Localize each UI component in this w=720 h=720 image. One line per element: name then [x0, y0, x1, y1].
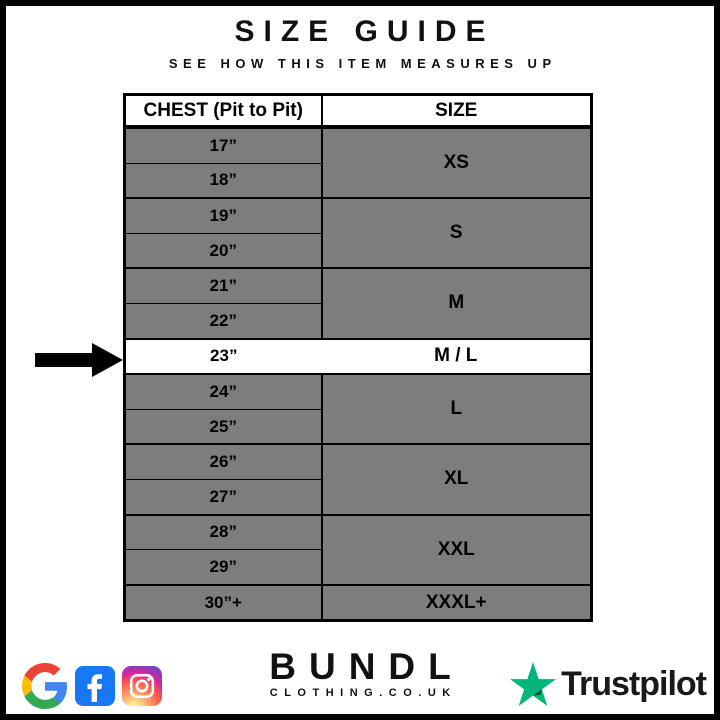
table-row: 28” XXL [123, 513, 593, 585]
table-row: 27” [123, 479, 592, 515]
size-table: CHEST (Pit to Pit) SIZE 17” XS 18” 19” S 20” 2… [123, 93, 593, 623]
size-label-cell: XS [320, 125, 593, 199]
chest-measurement-cell: 17” [123, 125, 323, 164]
table-row: 26” XL [123, 443, 593, 515]
size-table-body: 17” XS 18” 19” S 20” 21” M 22” 23” M / L 24” L 25” 26”… [123, 125, 593, 621]
social-icons [22, 663, 162, 709]
table-row: 19” S [123, 197, 593, 269]
page-title: SIZE GUIDE [234, 15, 495, 48]
chest-measurement-cell: 30”+ [123, 583, 323, 621]
chest-measurement-cell: 26” [123, 443, 323, 480]
chest-measurement-cell: 29” [123, 549, 323, 585]
brand-domain: CLOTHING.CO.UK [269, 687, 457, 699]
trustpilot-logo: Trustpilot [510, 662, 707, 706]
trustpilot-label: Trustpilot [561, 664, 707, 703]
chest-measurement-cell: 22” [123, 303, 323, 339]
chest-measurement-cell: 21” [123, 267, 323, 304]
table-row: 23” M / L [124, 337, 592, 375]
page-subtitle: SEE HOW THIS ITEM MEASURES UP [168, 56, 557, 71]
chest-measurement-cell: 19” [123, 197, 323, 234]
size-column-header: SIZE [320, 93, 593, 129]
size-label-cell: XXL [320, 513, 593, 585]
highlight-arrow-icon [35, 343, 123, 377]
table-header-row: CHEST (Pit to Pit) SIZE [123, 93, 593, 129]
facebook-icon [75, 666, 115, 706]
size-label-cell: S [320, 197, 593, 269]
google-icon [22, 663, 68, 709]
chest-measurement-cell: 23” [124, 337, 322, 375]
chest-measurement-cell: 18” [123, 163, 323, 199]
chest-measurement-cell: 24” [123, 373, 323, 410]
table-row: 25” [123, 409, 592, 445]
chest-measurement-cell: 28” [123, 513, 323, 551]
table-row: 24” L [123, 373, 593, 445]
size-label-cell: M / L [321, 337, 592, 375]
table-row: 20” [123, 233, 592, 269]
size-label-cell: L [320, 373, 593, 445]
size-label-cell: XXXL+ [320, 583, 593, 621]
table-row: 22” [123, 303, 592, 339]
brand-logo: BUNDL CLOTHING.CO.UK [6, 646, 714, 700]
table-row: 18” [123, 163, 592, 199]
brand-name: BUNDL [269, 646, 464, 687]
trustpilot-star-icon [510, 662, 557, 706]
chest-column-header: CHEST (Pit to Pit) [123, 93, 323, 129]
chest-measurement-cell: 25” [123, 409, 323, 445]
chest-measurement-cell: 27” [123, 479, 323, 515]
chest-measurement-cell: 20” [123, 233, 323, 269]
size-label-cell: XL [320, 443, 593, 515]
table-row: 29” [123, 549, 592, 585]
table-row: 30”+ XXXL+ [123, 583, 593, 621]
table-row: 17” XS [123, 125, 593, 199]
instagram-icon [122, 666, 162, 706]
size-label-cell: M [320, 267, 593, 339]
table-row: 21” M [123, 267, 593, 339]
